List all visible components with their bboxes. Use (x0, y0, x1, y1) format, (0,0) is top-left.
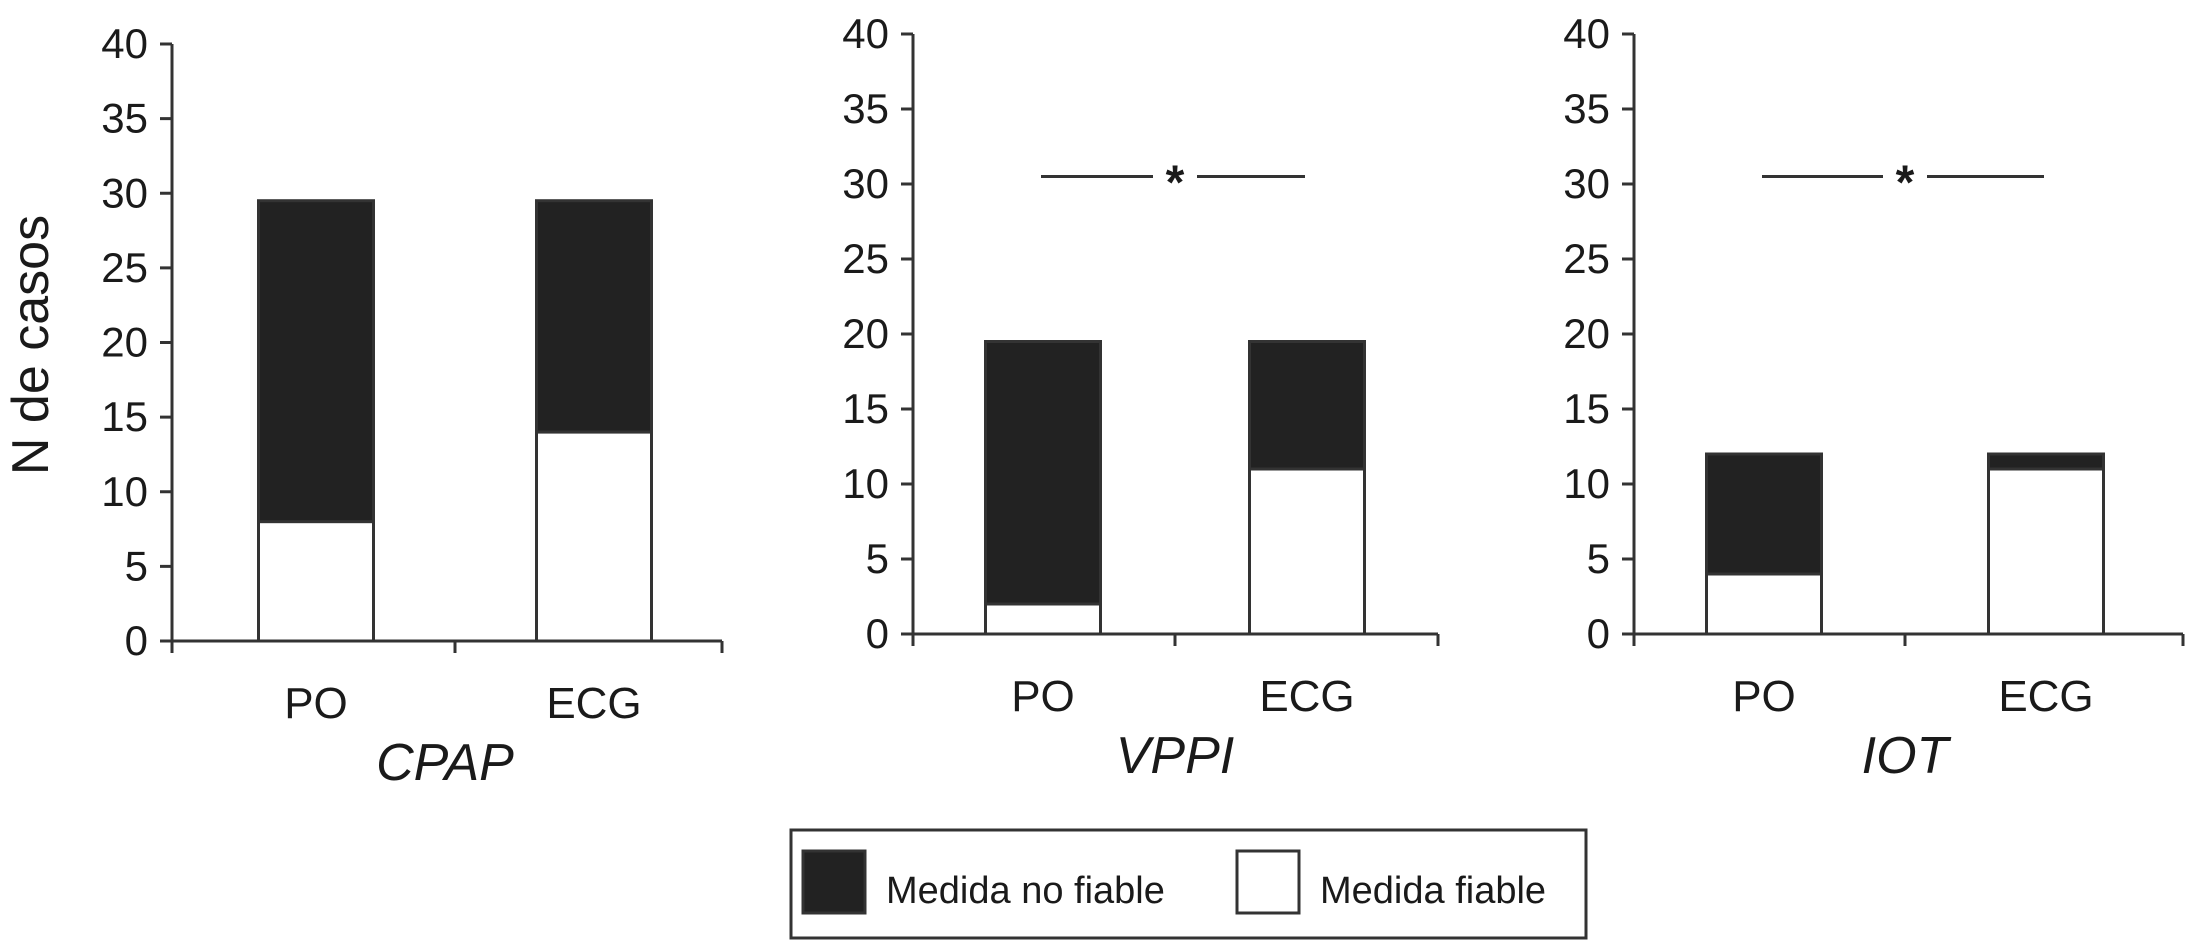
vppi-y-tick-label-0: 0 (866, 610, 889, 657)
y-axis-title: N de casos (2, 215, 60, 475)
vppi-y-tick-label-15: 15 (842, 385, 889, 432)
vppi-y-tick-label-35: 35 (842, 85, 889, 132)
cpap-bar-po-medida-fiable (257, 520, 375, 643)
cpap-y-tick-label-15: 15 (101, 393, 148, 440)
vppi-bar-ecg-medida-fiable (1248, 467, 1366, 636)
iot-y-tick-label-25: 25 (1563, 235, 1610, 282)
vppi-y-tick-label-30: 30 (842, 160, 889, 207)
cpap-y-tick-label-25: 25 (101, 244, 148, 291)
iot-panel-title: IOT (1862, 727, 1952, 785)
legend-swatch-medida-no-fiable (801, 849, 867, 915)
iot-significance-star: * (1896, 157, 1915, 210)
legend-swatch-medida-fiable (1235, 849, 1301, 915)
cpap-y-tick-label-30: 30 (101, 169, 148, 216)
vppi-bar-ecg-medida-no-fiable (1248, 340, 1366, 471)
cpap-y-tick-label-10: 10 (101, 468, 148, 515)
cpap-category-label-ecg: ECG (546, 679, 641, 728)
legend-label-medida-no-fiable: Medida no fiable (886, 870, 1165, 912)
vppi-category-label-ecg: ECG (1259, 672, 1354, 721)
vppi-y-tick-label-10: 10 (842, 460, 889, 507)
cpap-bar-ecg-medida-no-fiable (535, 199, 653, 434)
iot-y-tick-label-10: 10 (1563, 460, 1610, 507)
iot-y-tick-label-30: 30 (1563, 160, 1610, 207)
vppi-category-label-po: PO (1011, 672, 1075, 721)
vppi-y-tick-label-20: 20 (842, 310, 889, 357)
iot-y-tick-label-0: 0 (1587, 610, 1610, 657)
iot-category-label-ecg: ECG (1998, 672, 2093, 721)
iot-y-tick-label-15: 15 (1563, 385, 1610, 432)
cpap-y-tick-label-5: 5 (125, 542, 148, 589)
iot-y-tick-label-40: 40 (1563, 10, 1610, 57)
iot-bar-po-medida-no-fiable (1705, 452, 1823, 576)
iot-y-tick-label-20: 20 (1563, 310, 1610, 357)
vppi-y-tick-label-40: 40 (842, 10, 889, 57)
iot-bar-po-medida-fiable (1705, 572, 1823, 636)
cpap-y-tick-label-0: 0 (125, 617, 148, 664)
vppi-y-tick-label-5: 5 (866, 535, 889, 582)
cpap-bar-ecg-medida-fiable (535, 430, 653, 643)
vppi-bar-po-medida-no-fiable (984, 340, 1102, 606)
vppi-bar-po-medida-fiable (984, 602, 1102, 636)
iot-y-tick-label-35: 35 (1563, 85, 1610, 132)
legend-label-medida-fiable: Medida fiable (1320, 870, 1546, 912)
cpap-y-tick-label-35: 35 (101, 95, 148, 142)
vppi-panel-title: VPPI (1116, 727, 1235, 785)
iot-bar-ecg-medida-no-fiable (1987, 452, 2105, 471)
cpap-bar-po-medida-no-fiable (257, 199, 375, 524)
vppi-significance-star: * (1166, 157, 1185, 210)
cpap-category-label-po: PO (284, 679, 348, 728)
cpap-y-tick-label-20: 20 (101, 319, 148, 366)
vppi-y-tick-label-25: 25 (842, 235, 889, 282)
iot-category-label-po: PO (1732, 672, 1796, 721)
cpap-y-tick-label-40: 40 (101, 20, 148, 67)
legend-box (789, 828, 1588, 940)
iot-y-tick-label-5: 5 (1587, 535, 1610, 582)
iot-bar-ecg-medida-fiable (1987, 467, 2105, 636)
cpap-panel-title: CPAP (376, 734, 514, 792)
